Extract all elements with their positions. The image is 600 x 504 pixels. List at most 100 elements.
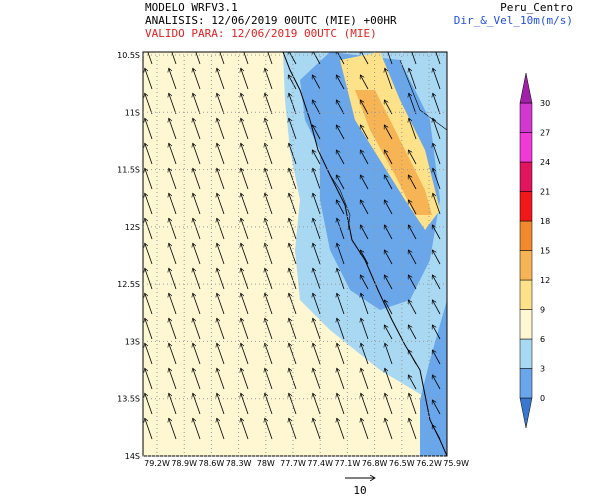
wind-arrow: [288, 75, 297, 90]
wind-arrow: [265, 368, 273, 390]
wind-arrow: [313, 218, 321, 240]
wind-arrow: [313, 418, 321, 440]
wind-arrow: [241, 293, 249, 315]
wind-arrow: [265, 268, 273, 290]
wind-arrow: [265, 418, 273, 440]
wind-arrow: [193, 118, 201, 140]
wind-arrow: [217, 293, 225, 315]
wind-arrow: [169, 143, 177, 165]
lat-label: 14S: [125, 452, 140, 461]
wind-arrow: [361, 418, 369, 440]
wind-arrow: [433, 68, 441, 90]
wind-arrow: [289, 218, 297, 240]
wind-arrow: [435, 52, 441, 65]
lon-label: 76.2W: [416, 459, 442, 468]
wind-arrow: [241, 143, 249, 165]
wind-arrow: [408, 375, 417, 390]
lon-label: 76.8W: [362, 459, 388, 468]
wind-arrow: [217, 218, 225, 240]
wind-arrow: [145, 318, 153, 340]
wind-arrow: [241, 118, 249, 140]
wind-arrow: [169, 243, 177, 265]
lat-label: 11.5S: [117, 166, 140, 175]
wind-arrow: [384, 175, 393, 190]
wind-arrow: [411, 52, 417, 65]
wind-arrow: [337, 393, 345, 415]
wind-arrow: [408, 275, 417, 290]
vector-reference-label: 10: [353, 484, 366, 497]
wind-arrow: [265, 243, 273, 265]
wind-arrow: [361, 318, 369, 340]
colorbar-label: 9: [540, 306, 545, 315]
wind-arrow: [193, 318, 201, 340]
wind-arrow: [145, 193, 153, 215]
lat-label: 13S: [125, 337, 140, 346]
wind-arrow: [217, 93, 225, 115]
wind-arrow: [169, 93, 177, 115]
wind-arrow: [385, 68, 393, 90]
wind-arrow: [289, 143, 297, 165]
wind-arrow: [219, 52, 225, 65]
wind-arrow: [360, 200, 369, 215]
wind-arrow: [267, 52, 273, 65]
wind-arrow: [145, 93, 153, 115]
wind-arrow: [384, 150, 393, 165]
wind-arrow: [408, 225, 417, 240]
colorbar-under: [519, 397, 533, 429]
wind-arrow: [313, 193, 321, 215]
wind-arrow: [409, 93, 417, 115]
wind-arrow: [217, 343, 225, 365]
wind-arrow: [433, 93, 441, 115]
wind-arrow: [360, 150, 369, 165]
wind-arrow: [217, 243, 225, 265]
wind-arrow: [217, 118, 225, 140]
wind-arrow: [336, 150, 345, 165]
wind-arrow: [193, 368, 201, 390]
wind-arrow: [169, 218, 177, 240]
wind-arrow: [313, 393, 321, 415]
wind-arrow: [432, 325, 441, 340]
wind-arrow: [217, 318, 225, 340]
wind-arrow: [265, 118, 273, 140]
wind-arrow: [384, 325, 393, 340]
wind-arrow: [265, 168, 273, 190]
wind-arrow: [408, 175, 417, 190]
wind-arrow: [243, 52, 249, 65]
wind-arrow: [312, 100, 321, 115]
wind-arrow: [313, 343, 321, 365]
wind-arrow: [337, 218, 345, 240]
wind-arrow: [241, 318, 249, 340]
wind-arrow: [217, 268, 225, 290]
wind-arrow: [289, 393, 297, 415]
wind-arrow: [193, 343, 201, 365]
wind-arrow: [432, 225, 441, 240]
wind-arrow: [408, 150, 417, 165]
lat-label: 10.5S: [117, 51, 140, 60]
analysis-title: ANALISIS: 12/06/2019 00UTC (MIE) +00HR: [145, 14, 397, 27]
wind-arrow: [241, 393, 249, 415]
wind-arrow: [169, 368, 177, 390]
wind-arrow: [360, 175, 369, 190]
wind-arrow: [360, 250, 369, 265]
wind-arrow: [313, 318, 321, 340]
wind-arrow: [145, 243, 153, 265]
wind-arrow: [336, 200, 345, 215]
lon-label: 77.4W: [307, 459, 333, 468]
wind-arrow: [241, 343, 249, 365]
wind-arrow: [145, 143, 153, 165]
wind-arrow: [217, 143, 225, 165]
lon-label: 75.9W: [443, 459, 469, 468]
colorbar-label: 15: [540, 247, 550, 256]
colorbar-segment: [519, 279, 533, 310]
valid-title: VALIDO PARA: 12/06/2019 00UTC (MIE): [145, 27, 377, 40]
colorbar-label: 27: [540, 129, 550, 138]
wind-arrow: [193, 418, 201, 440]
wind-arrow: [241, 218, 249, 240]
wind-arrow: [241, 268, 249, 290]
wind-arrow: [193, 68, 201, 90]
wind-arrow: [193, 243, 201, 265]
wind-arrow: [169, 418, 177, 440]
lon-label: 76.5W: [389, 459, 415, 468]
wind-arrow: [408, 250, 417, 265]
wind-arrow: [241, 243, 249, 265]
